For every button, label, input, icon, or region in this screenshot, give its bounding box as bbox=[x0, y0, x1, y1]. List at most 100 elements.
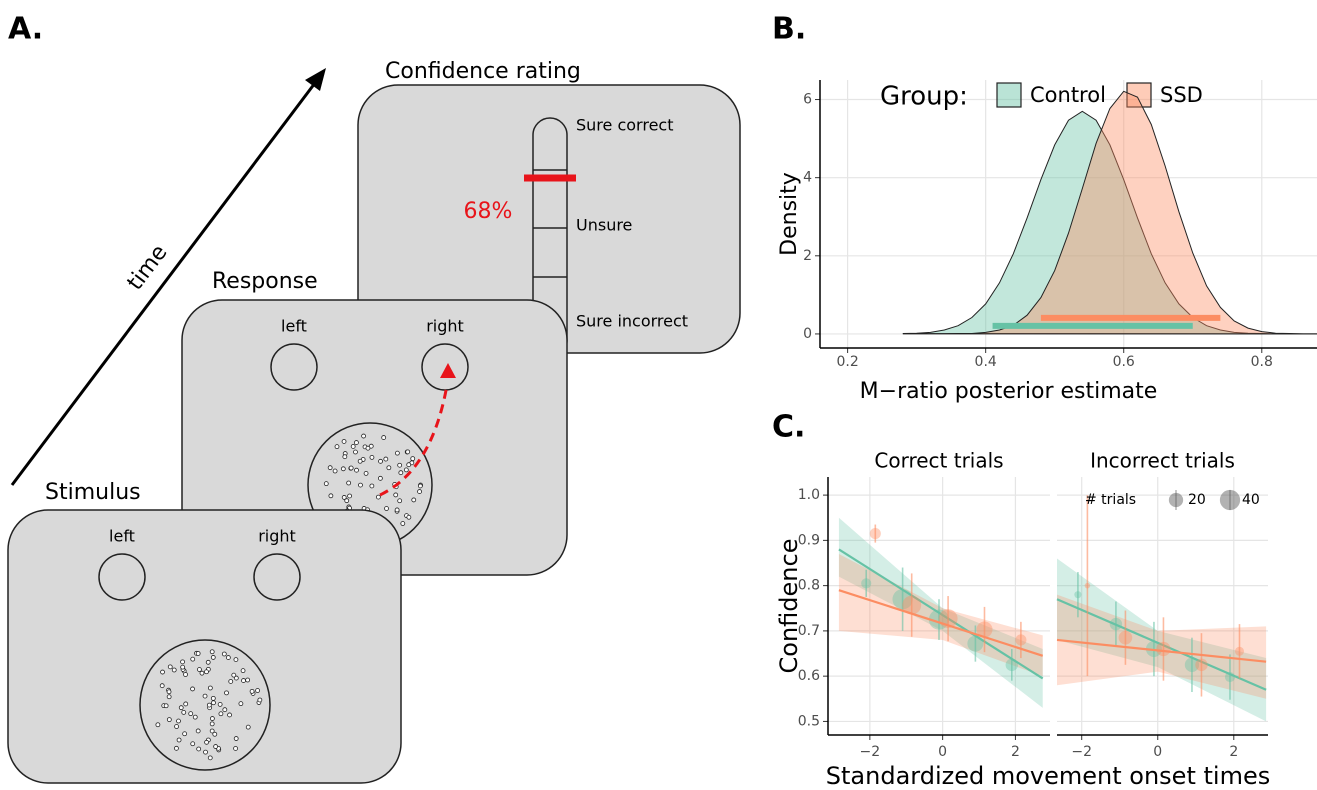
point bbox=[1234, 646, 1245, 656]
dot bbox=[398, 470, 404, 476]
dot bbox=[342, 454, 348, 460]
dot bbox=[174, 724, 179, 729]
dot bbox=[182, 731, 188, 737]
dot bbox=[204, 669, 209, 675]
fit-line bbox=[1056, 598, 1267, 691]
legend-swatch bbox=[1126, 82, 1152, 108]
legend-label: 40 bbox=[1242, 492, 1260, 508]
legend-label: 20 bbox=[1188, 492, 1206, 508]
dot bbox=[211, 700, 216, 706]
dot bbox=[209, 649, 215, 655]
dot bbox=[209, 716, 215, 721]
density-area bbox=[902, 90, 1317, 335]
y-tick-label: 6 bbox=[803, 92, 812, 108]
dot bbox=[249, 688, 255, 694]
dot bbox=[221, 651, 227, 657]
dot bbox=[183, 701, 189, 707]
point bbox=[861, 578, 872, 589]
dot bbox=[245, 724, 251, 730]
dot bbox=[357, 458, 363, 464]
dot bbox=[190, 686, 195, 692]
dot bbox=[363, 471, 369, 476]
dot bbox=[176, 718, 181, 724]
dot bbox=[384, 506, 389, 511]
x-tick-label: 0 bbox=[938, 744, 947, 760]
point bbox=[1084, 582, 1091, 589]
dot bbox=[255, 688, 260, 693]
y-tick-label: 0.7 bbox=[798, 623, 820, 639]
dot bbox=[378, 458, 383, 464]
y-axis-title: Confidence bbox=[775, 539, 803, 674]
dot bbox=[394, 450, 400, 456]
target-label: left bbox=[281, 317, 307, 336]
dot bbox=[417, 483, 423, 489]
y-tick-label: 4 bbox=[803, 170, 812, 186]
dot bbox=[203, 749, 208, 755]
dot bbox=[361, 433, 366, 439]
dot bbox=[178, 705, 184, 711]
dot bbox=[224, 690, 229, 696]
scale-label: Unsure bbox=[576, 216, 632, 235]
point bbox=[1195, 658, 1208, 672]
dot bbox=[346, 480, 352, 486]
facet-title: Incorrect trials bbox=[1090, 449, 1235, 473]
legend-title: # trials bbox=[1085, 492, 1136, 508]
dot bbox=[406, 462, 412, 468]
y-tick-label: 2 bbox=[803, 248, 812, 264]
dot bbox=[410, 456, 416, 462]
dot bbox=[225, 655, 231, 660]
dot bbox=[369, 455, 375, 460]
dot bbox=[377, 475, 383, 481]
dot bbox=[328, 493, 334, 499]
dot bbox=[347, 493, 353, 499]
dot bbox=[195, 728, 201, 734]
target bbox=[270, 343, 318, 391]
dot bbox=[233, 675, 239, 681]
y-tick-label: 0 bbox=[803, 326, 812, 342]
dot bbox=[334, 444, 340, 450]
x-tick-label: −2 bbox=[1071, 744, 1092, 760]
dot bbox=[341, 495, 347, 500]
rating: 68% bbox=[464, 199, 513, 224]
point bbox=[1074, 591, 1082, 599]
confidence-ribbon bbox=[1057, 558, 1267, 722]
dot bbox=[181, 710, 187, 715]
dot bbox=[354, 467, 359, 473]
dot bbox=[199, 670, 205, 676]
point bbox=[976, 621, 993, 638]
dot bbox=[213, 744, 219, 749]
dot bbox=[350, 444, 356, 449]
dot bbox=[353, 449, 358, 455]
target bbox=[253, 553, 301, 601]
dot bbox=[228, 679, 234, 684]
screen-title: Stimulus bbox=[45, 480, 141, 505]
y-axis-title: Density bbox=[777, 172, 802, 256]
y-tick-label: 0.9 bbox=[798, 532, 820, 548]
facet-title: Correct trials bbox=[874, 449, 1003, 473]
dot bbox=[233, 736, 239, 741]
y-tick-label: 1.0 bbox=[798, 487, 820, 503]
dot bbox=[375, 494, 381, 500]
dot bbox=[202, 693, 208, 699]
time-label: time bbox=[123, 240, 173, 295]
x-tick-label: 0 bbox=[1153, 744, 1162, 760]
dot bbox=[166, 689, 172, 695]
dot bbox=[163, 703, 169, 709]
dot bbox=[192, 714, 198, 720]
dot bbox=[166, 694, 172, 700]
dot bbox=[386, 465, 392, 471]
dot bbox=[188, 711, 194, 717]
dot bbox=[397, 498, 403, 504]
x-axis-title: Standardized movement onset times bbox=[826, 762, 1270, 790]
dot bbox=[417, 489, 422, 494]
x-tick-label: 0.4 bbox=[975, 354, 997, 370]
x-tick-label: 0.6 bbox=[1113, 354, 1135, 370]
dot bbox=[218, 711, 224, 717]
x-tick-label: 0.2 bbox=[836, 354, 858, 370]
point bbox=[902, 595, 922, 615]
target-label: left bbox=[109, 527, 135, 546]
dot bbox=[204, 739, 209, 745]
dot bbox=[159, 683, 165, 689]
y-tick-label: 0.8 bbox=[798, 578, 820, 594]
